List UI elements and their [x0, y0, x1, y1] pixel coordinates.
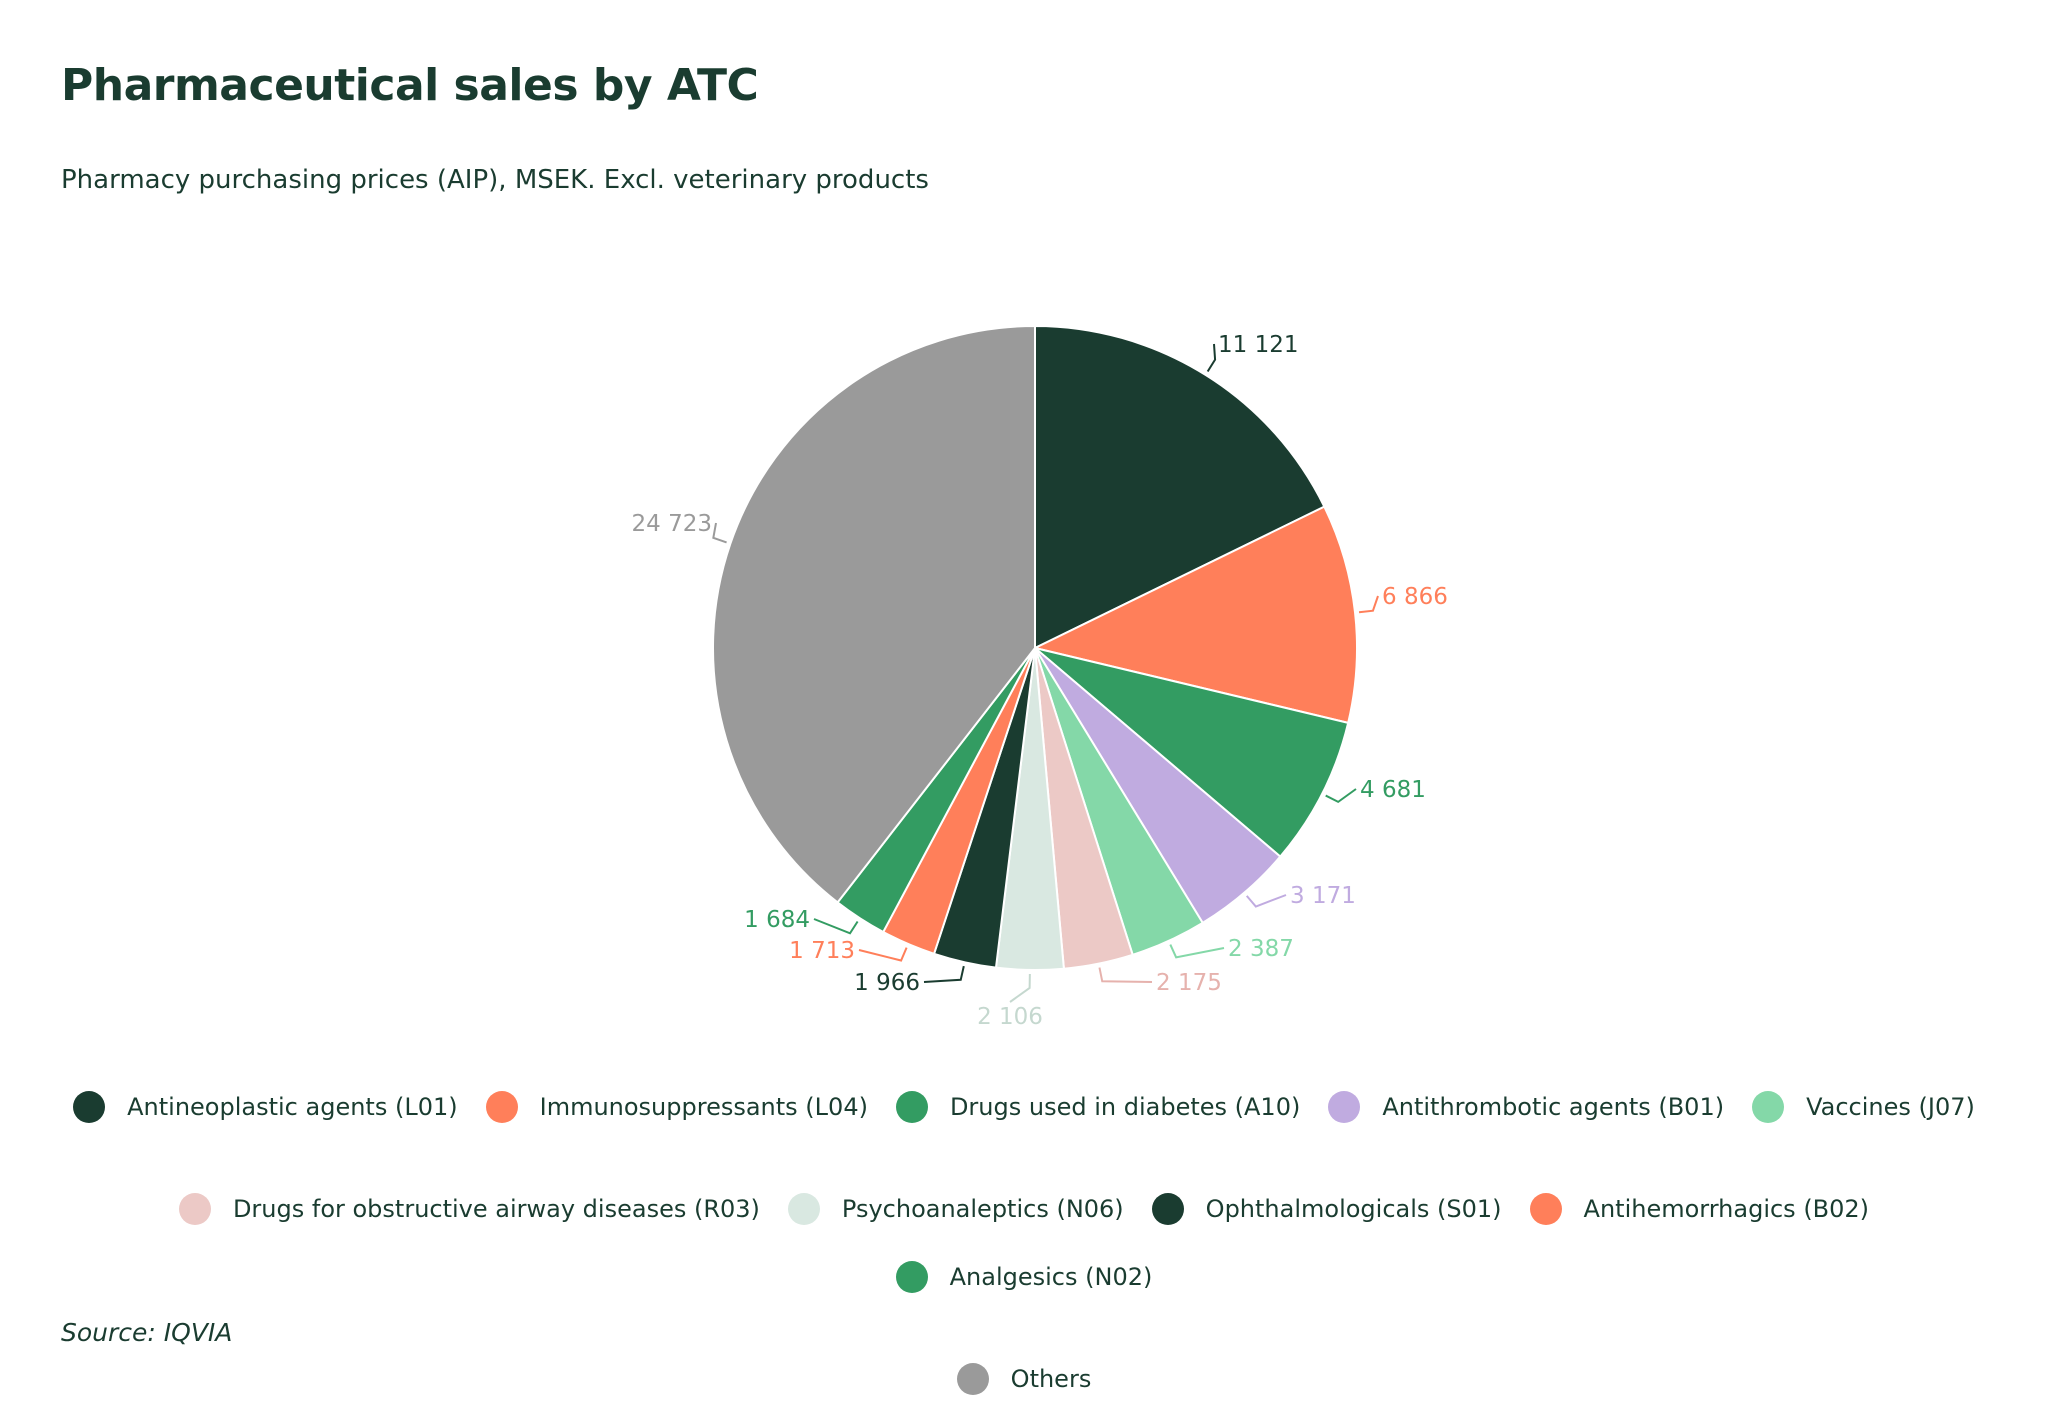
legend-item-antithrombotic-agents-b01[interactable]: Antithrombotic agents (B01): [1328, 1090, 1724, 1124]
leader-line-analgesics-n02: [813, 918, 859, 935]
pie-slice-others[interactable]: [712, 324, 1036, 904]
legend-swatch: [956, 1363, 989, 1395]
leader-line-antithrombotic-agents-b01: [1245, 894, 1287, 908]
chart-subtitle: Pharmacy purchasing prices (AIP), MSEK. …: [61, 165, 929, 195]
legend-label: Vaccines (J07): [1806, 1093, 1975, 1121]
data-label-drugs-used-in-diabetes-a10: 4 681: [1360, 777, 1426, 803]
pie-slice-drugs-used-in-diabetes-a10[interactable]: [1034, 647, 1350, 858]
legend-item-drugs-used-in-diabetes-a10[interactable]: Drugs used in diabetes (A10): [895, 1090, 1301, 1124]
legend-label: Drugs used in diabetes (A10): [949, 1093, 1301, 1121]
legend-swatch: [1151, 1193, 1184, 1225]
legend-item-antihemorrhagics-b02[interactable]: Antihemorrhagics (B02): [1529, 1192, 1870, 1226]
data-label-vaccines-j07: 2 387: [1228, 936, 1294, 962]
data-label-drugs-for-obstructive-airway-diseases-r03: 2 175: [1156, 970, 1222, 996]
data-label-antithrombotic-agents-b01: 3 171: [1290, 883, 1356, 909]
legend-swatch: [73, 1091, 106, 1123]
legend-label: Analgesics (N02): [949, 1263, 1153, 1291]
legend-item-immunosuppressants-l04[interactable]: Immunosuppressants (L04): [485, 1090, 868, 1124]
legend-swatch: [1752, 1091, 1785, 1123]
legend-item-others[interactable]: Others: [956, 1362, 1092, 1396]
legend-swatch: [895, 1261, 928, 1293]
legend-swatch: [1529, 1193, 1562, 1225]
leader-line-antihemorrhagics-b02: [858, 947, 908, 962]
data-label-immunosuppressants-l04: 6 866: [1382, 584, 1448, 610]
legend-item-antineoplastic-agents-l01[interactable]: Antineoplastic agents (L01): [73, 1090, 458, 1124]
legend-label: Antithrombotic agents (B01): [1382, 1093, 1725, 1121]
data-label-psychoanaleptics-n06: 2 106: [977, 1004, 1043, 1030]
legend-item-vaccines-j07[interactable]: Vaccines (J07): [1752, 1090, 1975, 1124]
leader-line-psychoanaleptics-n06: [1009, 973, 1031, 1003]
leader-line-antineoplastic-agents-l01: [1206, 343, 1217, 373]
legend-label: Immunosuppressants (L04): [539, 1093, 868, 1121]
legend-swatch: [787, 1193, 820, 1225]
pie-slice-antineoplastic-agents-l01[interactable]: [1034, 324, 1326, 650]
legend-label: Antineoplastic agents (L01): [127, 1093, 458, 1121]
legend-item-ophthalmologicals-s01[interactable]: Ophthalmologicals (S01): [1151, 1192, 1502, 1226]
leader-line-immunosuppressants-l04: [1358, 595, 1379, 614]
data-label-ophthalmologicals-s01: 1 966: [854, 970, 920, 996]
pie-leader-lines: [712, 343, 1379, 1003]
chart-title: Pharmaceutical sales by ATC: [61, 60, 759, 111]
source-note: Source: IQVIA: [61, 1318, 233, 1347]
pie-slice-immunosuppressants-l04[interactable]: [1032, 505, 1358, 725]
data-label-others: 24 723: [632, 511, 712, 537]
legend-swatch: [1328, 1091, 1361, 1123]
legend-label: Drugs for obstructive airway diseases (R…: [232, 1195, 760, 1223]
legend-item-analgesics-n02[interactable]: Analgesics (N02): [895, 1260, 1153, 1294]
data-label-antihemorrhagics-b02: 1 713: [789, 938, 855, 964]
legend-swatch: [895, 1091, 928, 1123]
legend-item-drugs-for-obstructive-airway-diseases-r03[interactable]: Drugs for obstructive airway diseases (R…: [178, 1192, 760, 1226]
leader-line-drugs-for-obstructive-airway-diseases-r03: [1098, 967, 1153, 983]
legend-swatch: [485, 1091, 518, 1123]
legend-label: Ophthalmologicals (S01): [1205, 1195, 1502, 1223]
legend-label: Others: [1010, 1365, 1092, 1393]
pie-slices: [712, 324, 1358, 971]
leader-line-ophthalmologicals-s01: [923, 965, 965, 983]
legend-label: Antihemorrhagics (B02): [1583, 1195, 1870, 1223]
data-label-antineoplastic-agents-l01: 11 121: [1218, 332, 1298, 358]
legend-swatch: [178, 1193, 211, 1225]
leader-line-vaccines-j07: [1169, 944, 1225, 959]
legend-label: Psychoanaleptics (N06): [841, 1195, 1124, 1223]
leader-line-others: [712, 522, 727, 544]
legend: Antineoplastic agents (L01) Immunosuppres…: [40, 1090, 2008, 1396]
data-label-analgesics-n02: 1 684: [744, 907, 810, 933]
leader-line-drugs-used-in-diabetes-a10: [1325, 788, 1357, 804]
legend-item-psychoanaleptics-n06[interactable]: Psychoanaleptics (N06): [787, 1192, 1124, 1226]
